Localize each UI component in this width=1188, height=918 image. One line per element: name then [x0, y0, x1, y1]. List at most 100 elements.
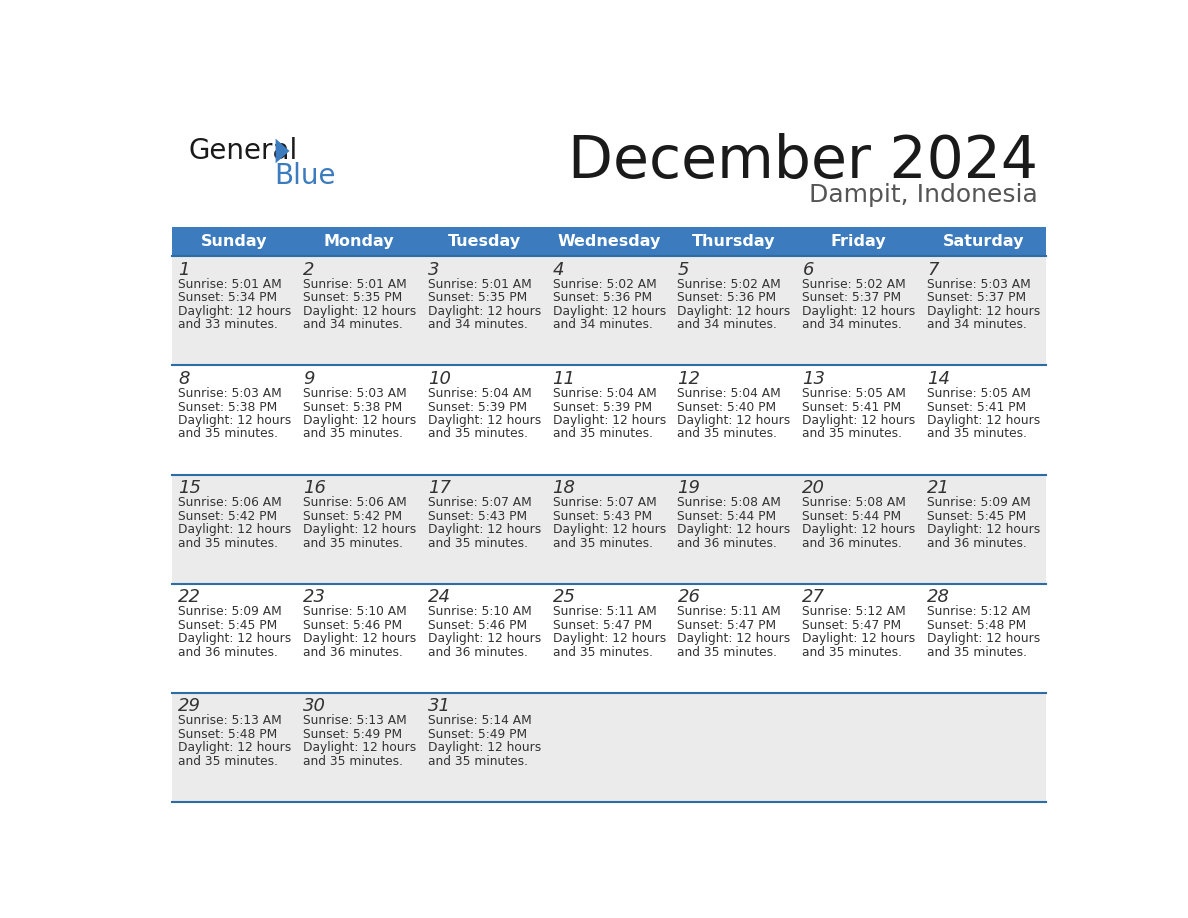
Text: Sunrise: 5:04 AM: Sunrise: 5:04 AM — [428, 387, 531, 400]
Text: Sunset: 5:44 PM: Sunset: 5:44 PM — [802, 509, 902, 522]
Text: Daylight: 12 hours: Daylight: 12 hours — [677, 633, 791, 645]
Text: December 2024: December 2024 — [568, 133, 1038, 190]
Text: Daylight: 12 hours: Daylight: 12 hours — [178, 523, 291, 536]
Text: and 36 minutes.: and 36 minutes. — [802, 536, 902, 550]
Text: 11: 11 — [552, 370, 576, 388]
Text: Sunset: 5:37 PM: Sunset: 5:37 PM — [802, 292, 902, 305]
Text: Sunrise: 5:11 AM: Sunrise: 5:11 AM — [677, 605, 782, 618]
Text: Sunset: 5:48 PM: Sunset: 5:48 PM — [178, 728, 277, 741]
Text: Sunset: 5:38 PM: Sunset: 5:38 PM — [178, 400, 277, 413]
Bar — [422, 227, 546, 256]
Text: 6: 6 — [802, 261, 814, 279]
Text: Monday: Monday — [324, 234, 394, 250]
Text: Dampit, Indonesia: Dampit, Indonesia — [809, 184, 1038, 207]
Text: Sunset: 5:42 PM: Sunset: 5:42 PM — [178, 509, 277, 522]
Text: Daylight: 12 hours: Daylight: 12 hours — [428, 305, 541, 318]
Text: 19: 19 — [677, 479, 701, 498]
Text: Sunrise: 5:08 AM: Sunrise: 5:08 AM — [677, 496, 782, 509]
Text: Sunrise: 5:14 AM: Sunrise: 5:14 AM — [428, 714, 531, 727]
Text: 8: 8 — [178, 370, 189, 388]
Text: and 36 minutes.: and 36 minutes. — [178, 645, 278, 658]
Text: Sunrise: 5:09 AM: Sunrise: 5:09 AM — [928, 496, 1031, 509]
Text: Sunset: 5:43 PM: Sunset: 5:43 PM — [428, 509, 526, 522]
Text: 3: 3 — [428, 261, 440, 279]
Text: and 35 minutes.: and 35 minutes. — [303, 755, 403, 767]
Text: and 35 minutes.: and 35 minutes. — [428, 536, 527, 550]
Text: Sunrise: 5:03 AM: Sunrise: 5:03 AM — [928, 278, 1031, 291]
Text: 10: 10 — [428, 370, 450, 388]
Text: and 35 minutes.: and 35 minutes. — [928, 428, 1028, 441]
Text: 29: 29 — [178, 697, 201, 715]
Bar — [172, 692, 1045, 801]
Text: 16: 16 — [303, 479, 326, 498]
Bar — [921, 227, 1045, 256]
Text: Sunset: 5:41 PM: Sunset: 5:41 PM — [802, 400, 902, 413]
Text: Sunset: 5:48 PM: Sunset: 5:48 PM — [928, 619, 1026, 632]
Text: Sunset: 5:45 PM: Sunset: 5:45 PM — [178, 619, 277, 632]
Text: Sunrise: 5:01 AM: Sunrise: 5:01 AM — [303, 278, 406, 291]
Text: and 36 minutes.: and 36 minutes. — [428, 645, 527, 658]
Text: and 34 minutes.: and 34 minutes. — [428, 319, 527, 331]
Text: Sunset: 5:41 PM: Sunset: 5:41 PM — [928, 400, 1026, 413]
Text: Sunset: 5:37 PM: Sunset: 5:37 PM — [928, 292, 1026, 305]
Text: Sunrise: 5:13 AM: Sunrise: 5:13 AM — [303, 714, 406, 727]
Text: 13: 13 — [802, 370, 826, 388]
Text: and 34 minutes.: and 34 minutes. — [802, 319, 902, 331]
Text: Sunrise: 5:04 AM: Sunrise: 5:04 AM — [552, 387, 656, 400]
Text: Daylight: 12 hours: Daylight: 12 hours — [303, 414, 416, 427]
Text: Sunrise: 5:05 AM: Sunrise: 5:05 AM — [802, 387, 906, 400]
Text: Sunrise: 5:10 AM: Sunrise: 5:10 AM — [303, 605, 406, 618]
Text: Sunset: 5:47 PM: Sunset: 5:47 PM — [802, 619, 902, 632]
Text: Daylight: 12 hours: Daylight: 12 hours — [802, 633, 916, 645]
Text: Daylight: 12 hours: Daylight: 12 hours — [552, 414, 665, 427]
Text: 30: 30 — [303, 697, 326, 715]
Text: Sunday: Sunday — [201, 234, 267, 250]
Text: and 34 minutes.: and 34 minutes. — [552, 319, 652, 331]
Text: Daylight: 12 hours: Daylight: 12 hours — [552, 633, 665, 645]
Text: 17: 17 — [428, 479, 450, 498]
Text: 18: 18 — [552, 479, 576, 498]
Text: Sunset: 5:40 PM: Sunset: 5:40 PM — [677, 400, 777, 413]
Text: Sunset: 5:49 PM: Sunset: 5:49 PM — [303, 728, 402, 741]
Text: Sunrise: 5:03 AM: Sunrise: 5:03 AM — [303, 387, 406, 400]
Text: Wednesday: Wednesday — [557, 234, 661, 250]
Bar — [172, 256, 1045, 365]
Text: Sunset: 5:39 PM: Sunset: 5:39 PM — [428, 400, 526, 413]
Text: Daylight: 12 hours: Daylight: 12 hours — [928, 523, 1041, 536]
Text: Sunset: 5:45 PM: Sunset: 5:45 PM — [928, 509, 1026, 522]
Text: Daylight: 12 hours: Daylight: 12 hours — [552, 523, 665, 536]
Text: Daylight: 12 hours: Daylight: 12 hours — [428, 633, 541, 645]
Text: Daylight: 12 hours: Daylight: 12 hours — [178, 633, 291, 645]
Text: 23: 23 — [303, 588, 326, 606]
Text: Daylight: 12 hours: Daylight: 12 hours — [303, 741, 416, 754]
Bar — [172, 365, 1045, 475]
Text: Sunset: 5:36 PM: Sunset: 5:36 PM — [677, 292, 777, 305]
Text: Sunset: 5:47 PM: Sunset: 5:47 PM — [552, 619, 652, 632]
Text: and 34 minutes.: and 34 minutes. — [303, 319, 403, 331]
Bar — [546, 227, 671, 256]
Text: Sunrise: 5:05 AM: Sunrise: 5:05 AM — [928, 387, 1031, 400]
Text: Sunrise: 5:02 AM: Sunrise: 5:02 AM — [677, 278, 782, 291]
Text: and 35 minutes.: and 35 minutes. — [677, 645, 777, 658]
Text: 12: 12 — [677, 370, 701, 388]
Bar — [671, 227, 796, 256]
Text: and 34 minutes.: and 34 minutes. — [928, 319, 1028, 331]
Text: Sunset: 5:36 PM: Sunset: 5:36 PM — [552, 292, 652, 305]
Text: 31: 31 — [428, 697, 450, 715]
Text: Sunrise: 5:06 AM: Sunrise: 5:06 AM — [303, 496, 406, 509]
Text: Sunrise: 5:11 AM: Sunrise: 5:11 AM — [552, 605, 656, 618]
Text: Sunrise: 5:03 AM: Sunrise: 5:03 AM — [178, 387, 282, 400]
Text: Sunrise: 5:04 AM: Sunrise: 5:04 AM — [677, 387, 782, 400]
Text: Sunrise: 5:06 AM: Sunrise: 5:06 AM — [178, 496, 282, 509]
Bar — [796, 227, 921, 256]
Text: Sunset: 5:35 PM: Sunset: 5:35 PM — [303, 292, 402, 305]
Text: Daylight: 12 hours: Daylight: 12 hours — [428, 741, 541, 754]
Text: and 33 minutes.: and 33 minutes. — [178, 319, 278, 331]
Text: Daylight: 12 hours: Daylight: 12 hours — [428, 523, 541, 536]
Text: and 35 minutes.: and 35 minutes. — [178, 536, 278, 550]
Text: Sunrise: 5:10 AM: Sunrise: 5:10 AM — [428, 605, 531, 618]
Text: Daylight: 12 hours: Daylight: 12 hours — [303, 633, 416, 645]
Text: Sunrise: 5:12 AM: Sunrise: 5:12 AM — [928, 605, 1031, 618]
Polygon shape — [276, 139, 290, 163]
Text: 4: 4 — [552, 261, 564, 279]
